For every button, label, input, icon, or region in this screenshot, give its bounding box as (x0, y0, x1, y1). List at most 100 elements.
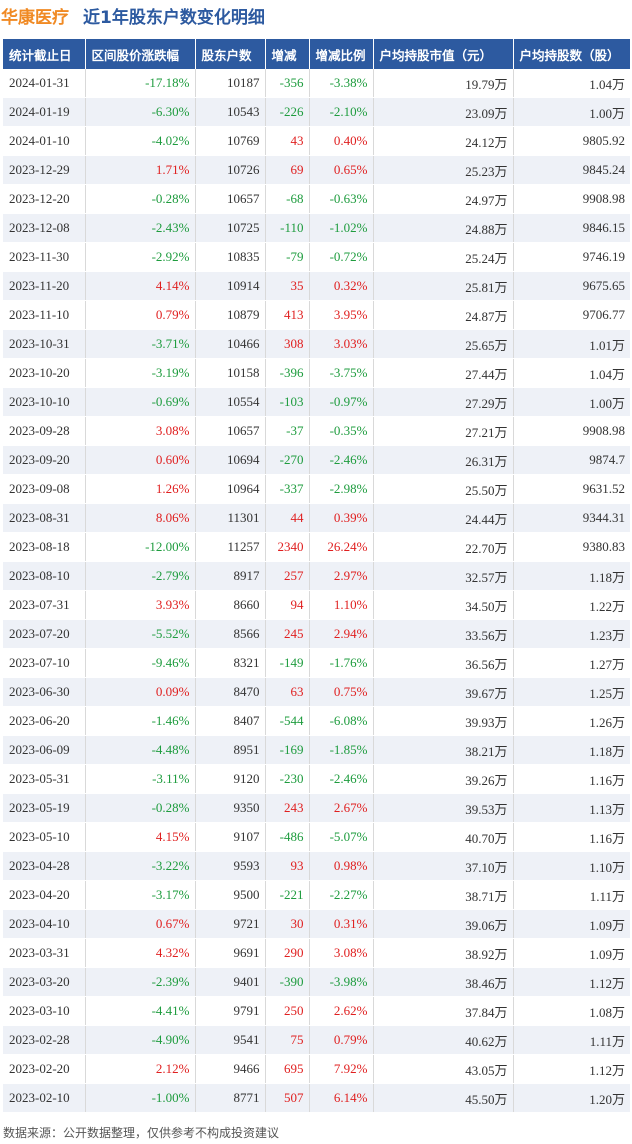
column-header: 区间股价涨跌幅 (85, 39, 196, 69)
change-ratio-cell: 0.31% (309, 909, 374, 939)
price-change-cell: -6.30% (85, 97, 196, 127)
change-ratio-cell: -1.85% (309, 735, 374, 765)
table-row: 2023-06-30 0.09% 8470 63 0.75% 39.67万 1.25万 (3, 677, 630, 707)
avg-market-value-cell: 39.06万 (373, 909, 514, 939)
price-change-cell: -3.17% (85, 880, 196, 910)
page-subtitle: 近1年股东户数变化明细 (83, 7, 265, 28)
holder-count-cell: 11257 (195, 532, 266, 562)
holder-count-cell: 8917 (195, 561, 266, 591)
holder-count-cell: 9691 (195, 938, 266, 968)
avg-shares-cell: 1.00万 (513, 387, 630, 417)
change-ratio-cell: -2.46% (309, 445, 374, 475)
table-body: 2024-01-31 -17.18% 10187 -356 -3.38% 19.79万 1.… (3, 69, 630, 1113)
change-cell: 30 (265, 909, 310, 939)
holder-count-cell: 8951 (195, 735, 266, 765)
holder-count-cell: 10657 (195, 184, 266, 214)
holder-count-cell: 9791 (195, 996, 266, 1026)
price-change-cell: -1.00% (85, 1083, 196, 1113)
avg-shares-cell: 9805.92 (513, 126, 630, 156)
table-row: 2023-12-08 -2.43% 10725 -110 -1.02% 24.88万 984… (3, 213, 630, 243)
avg-shares-cell: 1.26万 (513, 706, 630, 736)
date-cell: 2023-10-10 (3, 387, 86, 417)
avg-market-value-cell: 24.44万 (373, 503, 514, 533)
change-cell: 245 (265, 619, 310, 649)
change-cell: 290 (265, 938, 310, 968)
date-cell: 2023-09-20 (3, 445, 86, 475)
avg-market-value-cell: 45.50万 (373, 1083, 514, 1113)
avg-shares-cell: 1.11万 (513, 1025, 630, 1055)
column-header: 户均持股数（股） (513, 39, 630, 69)
change-ratio-cell: -0.72% (309, 242, 374, 272)
price-change-cell: -2.79% (85, 561, 196, 591)
date-cell: 2023-08-10 (3, 561, 86, 591)
avg-shares-cell: 9908.98 (513, 184, 630, 214)
avg-market-value-cell: 27.21万 (373, 416, 514, 446)
holder-count-cell: 10769 (195, 126, 266, 156)
holder-count-cell: 8660 (195, 590, 266, 620)
holder-count-cell: 9593 (195, 851, 266, 881)
avg-shares-cell: 1.12万 (513, 967, 630, 997)
column-header: 增减比例 (309, 39, 374, 69)
date-cell: 2023-12-20 (3, 184, 86, 214)
change-ratio-cell: 26.24% (309, 532, 374, 562)
table-row: 2023-12-29 1.71% 10726 69 0.65% 25.23万 9845.24 (3, 155, 630, 185)
price-change-cell: -4.41% (85, 996, 196, 1026)
date-cell: 2023-04-10 (3, 909, 86, 939)
date-cell: 2023-10-31 (3, 329, 86, 359)
change-cell: 93 (265, 851, 310, 881)
avg-market-value-cell: 27.29万 (373, 387, 514, 417)
avg-market-value-cell: 34.50万 (373, 590, 514, 620)
avg-shares-cell: 1.09万 (513, 909, 630, 939)
holder-count-cell: 10726 (195, 155, 266, 185)
avg-shares-cell: 1.00万 (513, 97, 630, 127)
date-cell: 2023-11-30 (3, 242, 86, 272)
change-cell: -270 (265, 445, 310, 475)
date-cell: 2023-02-10 (3, 1083, 86, 1113)
holder-count-cell: 9350 (195, 793, 266, 823)
date-cell: 2023-10-20 (3, 358, 86, 388)
change-cell: -486 (265, 822, 310, 852)
column-header: 增减 (265, 39, 310, 69)
change-cell: 507 (265, 1083, 310, 1113)
table-row: 2023-05-19 -0.28% 9350 243 2.67% 39.53万 1.13万 (3, 793, 630, 823)
title-bar: 华康医疗 近1年股东户数变化明细 (0, 0, 632, 30)
avg-shares-cell: 1.10万 (513, 851, 630, 881)
date-cell: 2023-07-20 (3, 619, 86, 649)
company-name: 华康医疗 (1, 7, 69, 28)
avg-market-value-cell: 40.70万 (373, 822, 514, 852)
price-change-cell: -4.90% (85, 1025, 196, 1055)
avg-shares-cell: 1.13万 (513, 793, 630, 823)
change-cell: -226 (265, 97, 310, 127)
price-change-cell: -3.71% (85, 329, 196, 359)
avg-shares-cell: 1.27万 (513, 648, 630, 678)
avg-market-value-cell: 37.84万 (373, 996, 514, 1026)
avg-market-value-cell: 43.05万 (373, 1054, 514, 1084)
date-cell: 2023-06-30 (3, 677, 86, 707)
table-row: 2023-07-20 -5.52% 8566 245 2.94% 33.56万 1.23万 (3, 619, 630, 649)
change-cell: -169 (265, 735, 310, 765)
change-cell: -396 (265, 358, 310, 388)
price-change-cell: 0.67% (85, 909, 196, 939)
price-change-cell: 1.26% (85, 474, 196, 504)
table-row: 2023-08-10 -2.79% 8917 257 2.97% 32.57万 1.18万 (3, 561, 630, 591)
holder-count-cell: 9466 (195, 1054, 266, 1084)
avg-market-value-cell: 25.65万 (373, 329, 514, 359)
avg-shares-cell: 9675.65 (513, 271, 630, 301)
price-change-cell: -3.19% (85, 358, 196, 388)
holder-count-cell: 8566 (195, 619, 266, 649)
avg-market-value-cell: 25.81万 (373, 271, 514, 301)
avg-shares-cell: 9344.31 (513, 503, 630, 533)
change-cell: -68 (265, 184, 310, 214)
avg-shares-cell: 1.25万 (513, 677, 630, 707)
table-row: 2023-03-31 4.32% 9691 290 3.08% 38.92万 1.09万 (3, 938, 630, 968)
table-row: 2023-12-20 -0.28% 10657 -68 -0.63% 24.97万 9908… (3, 184, 630, 214)
date-cell: 2023-11-20 (3, 271, 86, 301)
holder-count-cell: 8771 (195, 1083, 266, 1113)
change-ratio-cell: 2.94% (309, 619, 374, 649)
change-cell: -230 (265, 764, 310, 794)
holder-count-cell: 10657 (195, 416, 266, 446)
holder-count-cell: 9500 (195, 880, 266, 910)
date-cell: 2024-01-19 (3, 97, 86, 127)
avg-shares-cell: 1.22万 (513, 590, 630, 620)
date-cell: 2023-07-10 (3, 648, 86, 678)
